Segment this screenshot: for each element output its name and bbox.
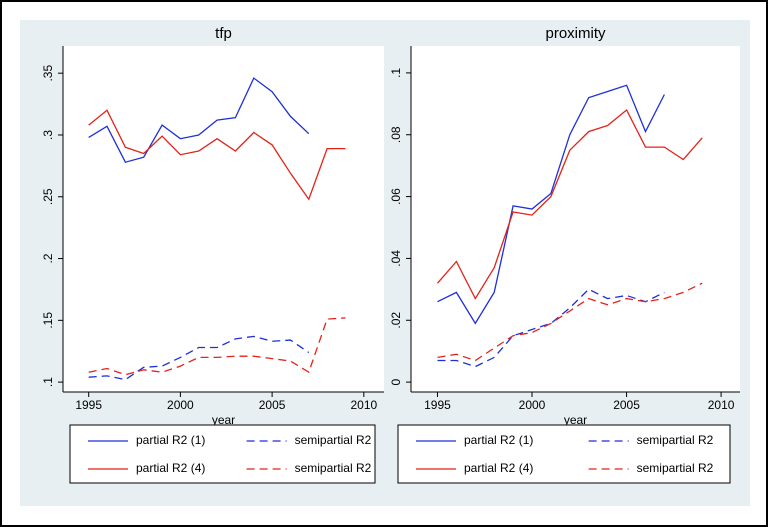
y-tick-label: .08 bbox=[389, 126, 403, 143]
y-tick-label: .06 bbox=[389, 188, 403, 205]
panel-title: proximity bbox=[545, 25, 606, 42]
x-tick-label: 2005 bbox=[259, 398, 286, 412]
x-tick-label: 2000 bbox=[519, 398, 546, 412]
y-tick-label: .1 bbox=[41, 377, 55, 387]
panel-title: tfp bbox=[215, 25, 232, 42]
x-tick-label: 2010 bbox=[350, 398, 377, 412]
y-tick-label: .1 bbox=[389, 68, 403, 78]
series-line bbox=[437, 84, 665, 325]
legend-label: partial R2 (4) bbox=[464, 461, 533, 475]
y-tick-label: .04 bbox=[389, 250, 403, 267]
plot-area bbox=[411, 46, 740, 392]
series-line bbox=[88, 109, 346, 201]
series-line bbox=[437, 282, 703, 362]
series-line bbox=[88, 317, 346, 376]
legend-label: semipartial R2 bbox=[295, 461, 372, 475]
legend-box bbox=[397, 424, 731, 484]
series-line bbox=[88, 77, 310, 163]
series-line bbox=[437, 108, 703, 300]
x-tick-label: 2005 bbox=[613, 398, 640, 412]
legend-box bbox=[69, 424, 376, 484]
series-line bbox=[88, 335, 310, 381]
x-axis-label: year bbox=[212, 413, 235, 427]
x-tick-label: 1995 bbox=[424, 398, 451, 412]
x-axis-label: year bbox=[564, 413, 587, 427]
x-tick-label: 2000 bbox=[167, 398, 194, 412]
y-tick-label: .15 bbox=[41, 312, 55, 329]
y-tick-label: .25 bbox=[41, 188, 55, 205]
y-tick-label: .35 bbox=[41, 65, 55, 82]
legend-label: partial R2 (4) bbox=[136, 461, 205, 475]
legend-label: semipartial R2 bbox=[637, 461, 714, 475]
legend-label: semipartial R2 bbox=[637, 433, 714, 447]
y-tick-label: .3 bbox=[41, 130, 55, 140]
y-tick-label: .02 bbox=[389, 312, 403, 329]
legend-label: partial R2 (1) bbox=[136, 433, 205, 447]
x-tick-label: 2010 bbox=[708, 398, 735, 412]
legend-label: partial R2 (1) bbox=[464, 433, 533, 447]
y-tick-label: 0 bbox=[389, 378, 403, 385]
x-tick-label: 1995 bbox=[75, 398, 102, 412]
plot-area bbox=[63, 46, 384, 392]
y-tick-label: .2 bbox=[41, 253, 55, 263]
legend-label: semipartial R2 bbox=[295, 433, 372, 447]
